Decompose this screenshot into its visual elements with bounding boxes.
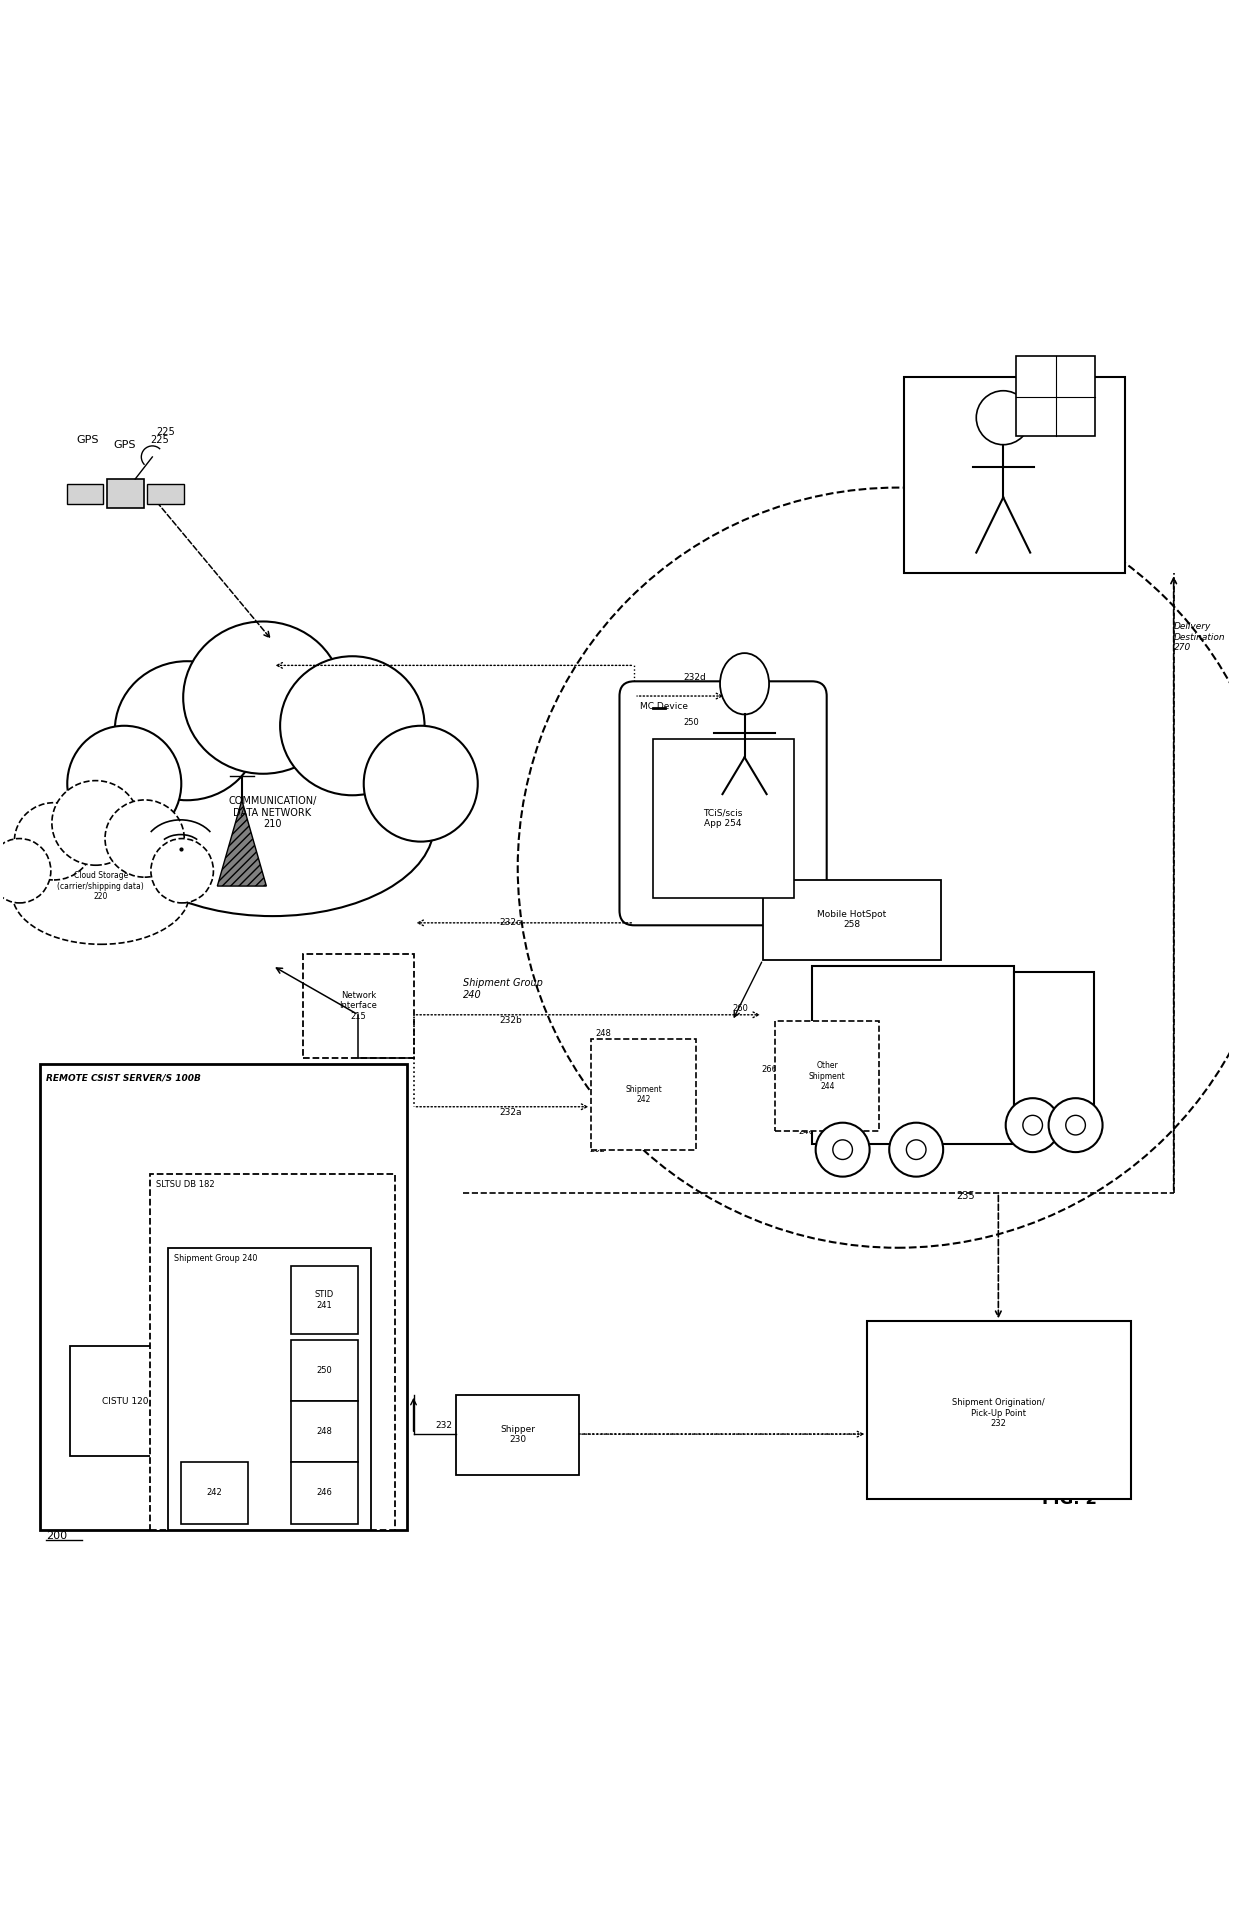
Bar	[291, 1341, 358, 1402]
Text: TCiS/scis
App 254: TCiS/scis App 254	[703, 809, 743, 828]
Bar	[303, 954, 413, 1058]
Text: Shipment Group
240: Shipment Group 240	[463, 978, 542, 999]
Ellipse shape	[280, 656, 424, 795]
Polygon shape	[217, 801, 267, 887]
Text: 252: 252	[1058, 521, 1073, 528]
Text: 264: 264	[884, 942, 899, 952]
Text: Other
Shipment
244: Other Shipment 244	[808, 1060, 846, 1091]
Text: SLTSU 122: SLTSU 122	[249, 1396, 296, 1405]
Text: 262: 262	[589, 1146, 605, 1154]
Bar	[181, 1463, 248, 1524]
Text: CISTU 120: CISTU 120	[102, 1396, 149, 1405]
Bar	[1014, 973, 1094, 1119]
Bar	[812, 965, 1014, 1144]
Circle shape	[906, 1140, 926, 1159]
Text: 248: 248	[595, 1028, 611, 1037]
Ellipse shape	[110, 734, 434, 915]
Text: Delivery
Destination
270: Delivery Destination 270	[1174, 622, 1225, 652]
Ellipse shape	[0, 839, 51, 902]
Circle shape	[816, 1123, 869, 1177]
Text: Shipment Origination/
Pick-Up Point
232: Shipment Origination/ Pick-Up Point 232	[952, 1398, 1045, 1428]
Text: REMOTE CSIST SERVER/S 100B: REMOTE CSIST SERVER/S 100B	[46, 1074, 201, 1083]
Bar	[291, 1402, 358, 1463]
Circle shape	[833, 1140, 852, 1159]
Bar	[763, 879, 941, 959]
Ellipse shape	[12, 843, 190, 944]
Text: Cloud Storage
(carrier/shipping data)
220: Cloud Storage (carrier/shipping data) 22…	[57, 871, 144, 900]
Bar	[67, 484, 103, 503]
Text: 232c: 232c	[500, 919, 521, 927]
Bar	[107, 479, 144, 509]
Text: 232b: 232b	[500, 1016, 522, 1026]
Ellipse shape	[363, 727, 477, 841]
Ellipse shape	[115, 662, 259, 801]
Bar	[169, 1247, 371, 1529]
Bar	[456, 1394, 579, 1474]
Text: 232: 232	[435, 1421, 453, 1430]
Bar	[652, 738, 794, 898]
Text: 246: 246	[878, 1127, 894, 1137]
Bar	[150, 1175, 396, 1529]
Text: 255: 255	[763, 709, 780, 719]
Text: Mobile HotSpot
258: Mobile HotSpot 258	[817, 910, 887, 929]
Circle shape	[1065, 1116, 1085, 1135]
Text: SLTSU DB 182: SLTSU DB 182	[156, 1180, 215, 1190]
Ellipse shape	[15, 803, 93, 879]
Circle shape	[889, 1123, 944, 1177]
Text: Network
Interface
215: Network Interface 215	[340, 992, 377, 1020]
Circle shape	[1023, 1116, 1043, 1135]
Text: 200: 200	[46, 1531, 67, 1541]
Bar	[148, 484, 185, 503]
Text: Shipment Group 240: Shipment Group 240	[175, 1255, 258, 1262]
Text: FIG. 2: FIG. 2	[1042, 1489, 1097, 1508]
Text: 250: 250	[683, 719, 699, 727]
Bar	[904, 378, 1125, 574]
Ellipse shape	[52, 780, 139, 866]
Text: 246: 246	[316, 1489, 332, 1497]
Text: 266: 266	[761, 1066, 777, 1074]
Circle shape	[1006, 1098, 1060, 1152]
Bar	[867, 1322, 1131, 1499]
Text: 225: 225	[150, 435, 169, 444]
Bar	[40, 1064, 408, 1529]
Text: GPS: GPS	[113, 441, 135, 450]
Ellipse shape	[184, 622, 342, 774]
Bar	[71, 1346, 181, 1457]
Bar	[1016, 357, 1095, 437]
Text: 235: 235	[956, 1192, 975, 1201]
Ellipse shape	[105, 799, 185, 877]
Circle shape	[976, 391, 1030, 444]
Text: STID
241: STID 241	[315, 1291, 335, 1310]
Text: Shipper
230: Shipper 230	[500, 1425, 536, 1444]
Ellipse shape	[151, 839, 213, 902]
Text: Shipment Origination/
Pick-Up Point
232: Shipment Origination/ Pick-Up Point 232	[986, 1419, 1079, 1449]
FancyBboxPatch shape	[620, 681, 827, 925]
Text: COMMUNICATION/
DATA NETWORK
210: COMMUNICATION/ DATA NETWORK 210	[228, 795, 316, 830]
Bar	[217, 1346, 327, 1457]
Bar	[775, 1020, 879, 1131]
Text: 248: 248	[316, 1426, 332, 1436]
Text: 264: 264	[929, 543, 945, 553]
Ellipse shape	[67, 727, 181, 841]
Text: 225: 225	[156, 427, 175, 437]
Text: 232a: 232a	[500, 1108, 522, 1118]
Text: 242: 242	[206, 1489, 222, 1497]
Bar	[291, 1266, 358, 1333]
Text: 260: 260	[733, 1005, 748, 1013]
Bar	[591, 1039, 696, 1150]
Text: 232d: 232d	[683, 673, 706, 683]
Text: GPS: GPS	[77, 435, 99, 444]
Ellipse shape	[720, 652, 769, 715]
Text: 245: 245	[920, 973, 936, 982]
Text: MC Device: MC Device	[640, 702, 688, 711]
Text: 246: 246	[797, 1127, 813, 1137]
Circle shape	[1049, 1098, 1102, 1152]
Bar	[291, 1463, 358, 1524]
Text: Shipment
242: Shipment 242	[625, 1085, 662, 1104]
Text: 250: 250	[316, 1365, 332, 1375]
